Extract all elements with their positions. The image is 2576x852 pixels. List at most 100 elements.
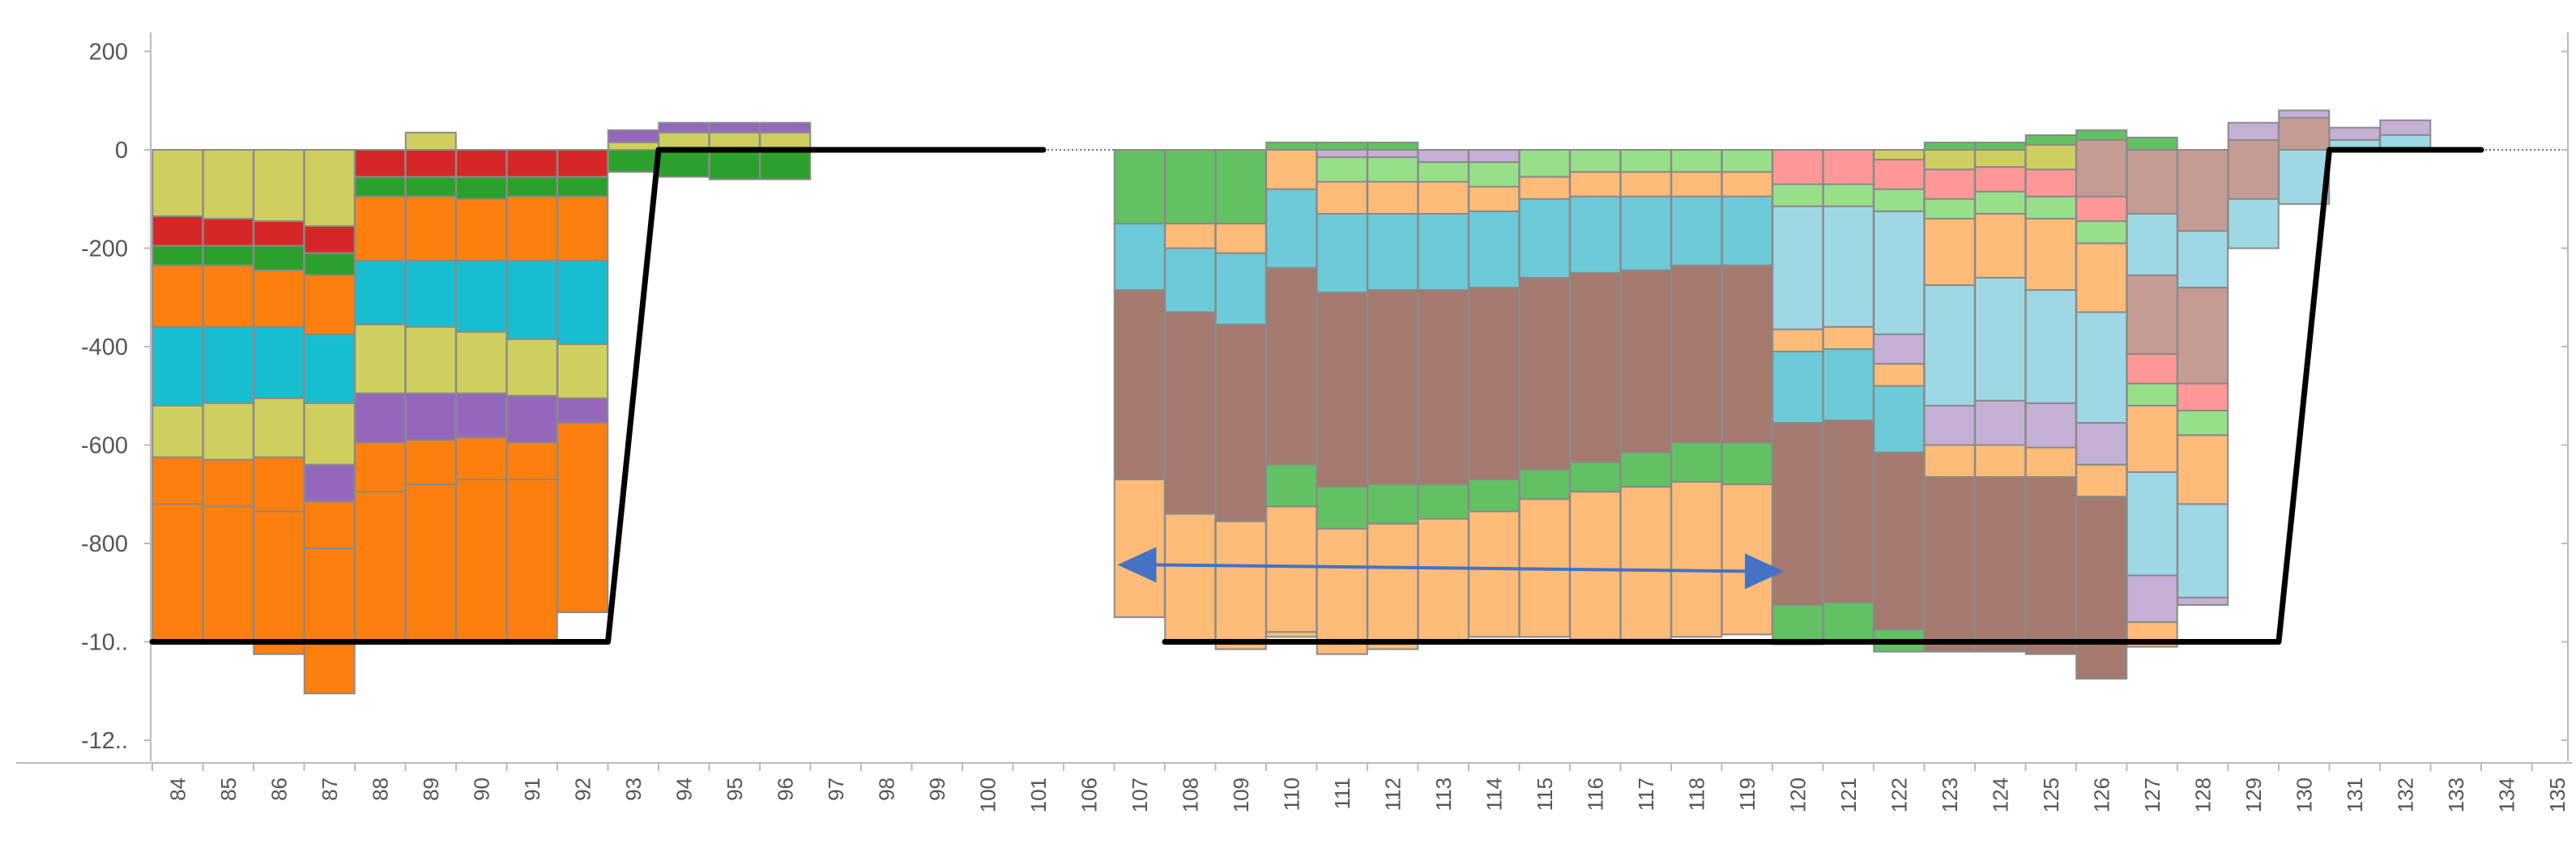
bar-segment-88-5 — [354, 392, 407, 444]
x-tick-label-131: 131 — [2343, 777, 2367, 812]
x-tick-label-84: 84 — [165, 777, 190, 801]
bar-segment-115-3 — [1518, 276, 1571, 471]
bar-segment-107-0 — [1113, 149, 1166, 225]
bar-segment-84-1 — [151, 215, 204, 247]
arrow-head-left — [1117, 547, 1157, 583]
bar-stack-128 — [2177, 149, 2229, 606]
bar-segment-124-2 — [1974, 166, 2027, 193]
x-tick-label-119: 119 — [1735, 777, 1759, 811]
bar-segment-121-6 — [1822, 601, 1874, 643]
bar-segment-112-2 — [1367, 156, 1419, 183]
bar-segment-85-2 — [202, 245, 254, 266]
bar-stack-93 — [607, 129, 659, 173]
bar-segment-110-3 — [1265, 266, 1318, 466]
bar-segment-117-5 — [1619, 486, 1672, 641]
bar-stack-107 — [1113, 149, 1166, 619]
bar-segment-84-6 — [151, 456, 204, 505]
bar-stack-117 — [1619, 149, 1672, 641]
x-tick-label-91: 91 — [520, 777, 544, 801]
bar-segment-86-0 — [253, 149, 305, 223]
bar-stack-90 — [455, 149, 508, 643]
bar-segment-128-6 — [2177, 503, 2229, 599]
bar-stack-108 — [1164, 149, 1217, 643]
x-tick-label-126: 126 — [2089, 777, 2113, 812]
x-tick-label-121: 121 — [1836, 777, 1861, 812]
bar-segment-114-4 — [1468, 287, 1520, 481]
bar-segment-89-3 — [404, 195, 457, 262]
bar-stack-131 — [2328, 126, 2381, 151]
bar-segment-122-5 — [1873, 363, 1926, 387]
bar-segment-127-0 — [2126, 136, 2178, 151]
bar-stack-113 — [1417, 149, 1469, 643]
bar-segment-129-1 — [2227, 138, 2280, 200]
arrow-shaft — [1149, 563, 1752, 573]
bar-segment-91-7 — [505, 479, 558, 643]
bar-segment-91-3 — [505, 259, 558, 340]
y-tick-label: 200 — [89, 40, 128, 66]
bar-segment-115-1 — [1518, 176, 1571, 200]
bar-segment-110-6 — [1265, 631, 1318, 638]
bar-segment-128-3 — [2177, 382, 2229, 411]
bar-stack-124 — [1974, 141, 2027, 653]
bar-segment-89-4 — [404, 259, 457, 328]
bar-segment-116-3 — [1569, 271, 1622, 463]
bar-segment-108-0 — [1164, 149, 1217, 225]
bar-segment-110-0 — [1265, 141, 1318, 151]
x-tick-label-134: 134 — [2494, 777, 2518, 812]
bar-stack-123 — [1923, 141, 1976, 653]
x-tick-label-95: 95 — [723, 777, 747, 801]
bar-segment-109-4 — [1214, 520, 1267, 650]
bar-segment-111-0 — [1316, 141, 1368, 151]
bar-segment-113-0 — [1417, 149, 1469, 164]
bar-segment-88-4 — [354, 323, 407, 394]
bar-segment-112-7 — [1367, 522, 1419, 650]
x-tick-label-86: 86 — [267, 777, 291, 801]
bar-segment-87-7 — [303, 501, 356, 550]
bar-segment-92-0 — [557, 149, 609, 178]
bar-segment-125-2 — [2024, 168, 2077, 198]
bar-segment-110-4 — [1265, 463, 1318, 508]
bar-segment-86-3 — [253, 269, 305, 328]
bar-stack-85 — [202, 149, 254, 643]
bar-segment-121-2 — [1822, 205, 1874, 328]
bar-segment-84-7 — [151, 503, 204, 643]
bar-segment-95-0 — [708, 121, 761, 134]
bar-segment-124-1 — [1974, 149, 2027, 168]
bar-segment-123-5 — [1923, 284, 1976, 407]
bar-segment-118-4 — [1670, 441, 1723, 484]
bar-segment-89-7 — [404, 439, 457, 486]
bar-segment-118-5 — [1670, 481, 1723, 638]
bar-segment-90-4 — [455, 330, 508, 394]
bar-segment-127-3 — [2126, 274, 2178, 356]
bar-stack-92 — [557, 149, 609, 614]
bar-segment-123-6 — [1923, 404, 1976, 446]
x-tick-label-94: 94 — [672, 777, 696, 801]
bar-segment-84-2 — [151, 245, 204, 266]
x-tick-label-110: 110 — [1279, 777, 1303, 811]
bar-segment-86-7 — [253, 510, 305, 655]
bar-segment-128-1 — [2177, 230, 2229, 289]
bar-segment-125-1 — [2024, 143, 2077, 171]
x-tick-label-133: 133 — [2444, 777, 2468, 812]
x-tick-label-122: 122 — [1887, 777, 1911, 812]
bar-stack-89 — [404, 131, 457, 643]
bar-stack-121 — [1822, 149, 1874, 643]
bar-segment-121-5 — [1822, 420, 1874, 603]
bar-segment-90-3 — [455, 259, 508, 333]
bar-segment-113-4 — [1417, 289, 1469, 486]
bar-segment-119-2 — [1721, 195, 1773, 266]
bar-segment-127-5 — [2126, 382, 2178, 407]
bar-segment-94-0 — [658, 121, 710, 134]
bar-segment-85-7 — [202, 505, 254, 643]
bar-segment-118-1 — [1670, 171, 1723, 198]
bar-segment-92-5 — [557, 397, 609, 424]
bar-segment-116-0 — [1569, 149, 1622, 173]
annotation-arrow — [1117, 547, 1784, 590]
bar-segment-120-2 — [1772, 205, 1824, 330]
bar-segment-111-3 — [1316, 181, 1368, 215]
bar-segment-123-0 — [1923, 141, 1976, 151]
bar-segment-115-0 — [1518, 149, 1571, 178]
bar-segment-90-2 — [455, 198, 508, 262]
bar-segment-85-6 — [202, 458, 254, 508]
